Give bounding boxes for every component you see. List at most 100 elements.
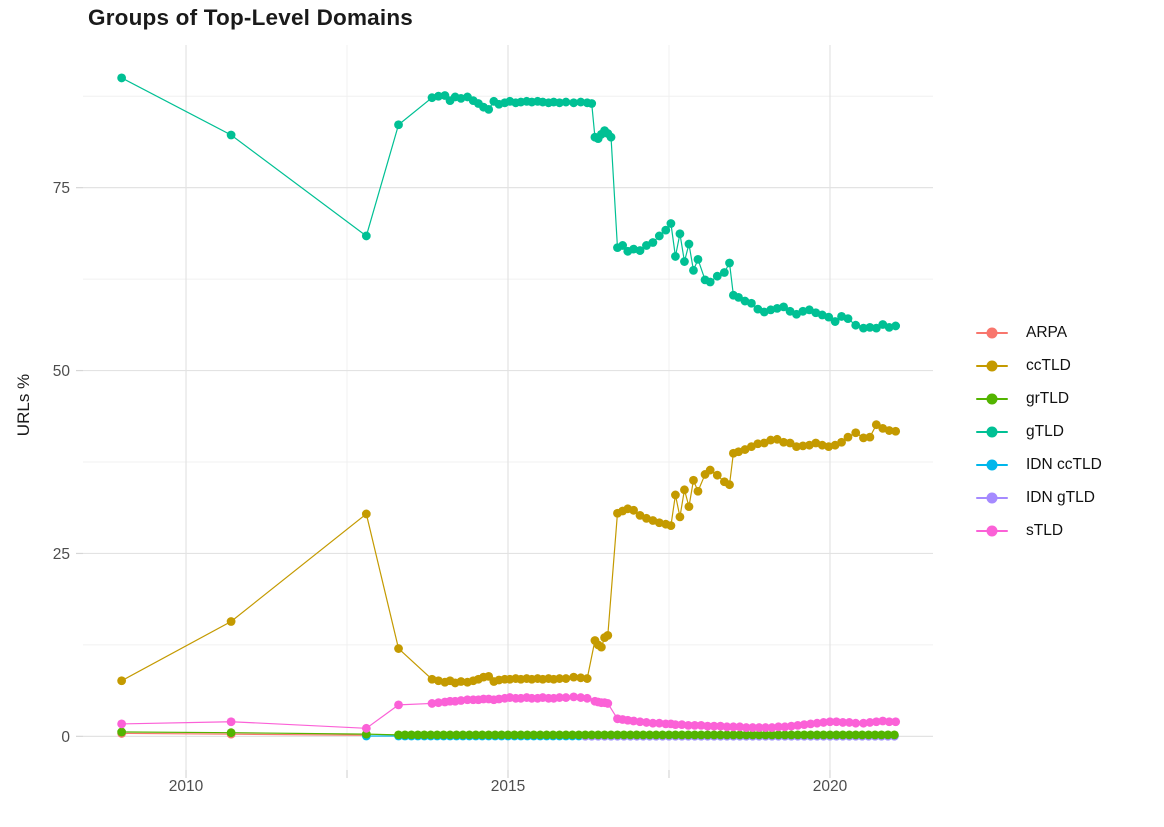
series-point-stld [603,699,613,708]
legend-key-dot [986,393,998,404]
legend-key-dot [986,360,998,371]
legend-label: ccTLD [1026,356,1071,374]
series-point-grtld [587,730,597,740]
series-point-stld [812,718,822,728]
series-point-grtld [645,730,655,740]
series-point-stld [832,717,841,727]
series-point-stld [117,719,127,729]
series-point-stld [844,718,854,727]
series-point-grtld [638,730,648,740]
series-point-cctld [394,644,403,653]
series-point-cctld [753,439,763,449]
series-point-stld [683,720,693,730]
series-point-grtld [741,730,751,740]
series-point-cctld [792,442,801,452]
legend-item-arpa: ARPA [974,316,1102,349]
series-point-stld [780,722,790,732]
series-point-stld [427,699,437,708]
series-point-grtld [690,730,700,740]
series-point-stld [677,720,687,730]
series-point-cctld [675,512,685,522]
legend-key-dot [986,426,998,437]
series-point-stld [793,720,803,730]
series-point-grtld [683,730,693,740]
series-point-grtld [400,730,410,740]
series-point-cctld [680,485,689,495]
series-point-cctld [603,630,613,640]
series-point-cctld [629,505,638,515]
series-point-gtld [734,292,743,302]
series-point-grtld [761,730,770,740]
series-point-grtld [793,730,803,740]
series-point-grtld [567,730,577,740]
series-point-grtld [613,730,622,740]
series-point-grtld [542,730,552,740]
series-point-stld [696,720,706,730]
legend-item-stld: sTLD [974,514,1102,547]
series-point-grtld [870,730,880,740]
series-point-stld [819,718,828,727]
series-point-cctld [798,441,808,451]
series-point-grtld [497,730,506,740]
series-point-grtld [394,730,403,740]
legend-key-icon [974,491,1010,505]
series-point-stld [728,722,738,732]
series-point-stld [878,716,888,726]
series-point-stld [434,698,443,708]
series-point-grtld [561,730,571,740]
series-point-gtld [606,132,616,142]
series-point-stld [456,696,466,705]
series-point-grtld [806,730,816,740]
series-point-grtld [696,730,706,740]
series-point-grtld [774,730,783,740]
series-point-stld [703,721,713,731]
legend-key-dot [986,459,998,470]
series-point-gtld [561,97,571,107]
series-point-cctld [843,432,853,442]
series-point-grtld [407,730,416,740]
series-point-grtld [522,730,532,740]
series-point-gtld [361,231,371,241]
series-point-gtld [635,246,645,255]
series-point-gtld [779,302,789,312]
legend-item-cctld: ccTLD [974,349,1102,382]
series-point-cctld [884,426,894,435]
series-point-cctld [837,437,846,447]
series-point-gtld [684,239,694,249]
series-point-gtld [671,252,680,261]
series-point-gtld [434,91,443,101]
series-point-grtld [735,730,745,740]
y-tick-label: 50 [53,363,71,380]
series-point-grtld [812,730,822,740]
series-point-grtld [484,730,494,740]
series-point-grtld [510,730,519,740]
series-point-stld [767,723,777,732]
series-point-grtld [780,730,790,740]
series-point-cctld [865,432,875,442]
series-point-cctld [689,475,698,485]
series-point-grtld [754,730,764,740]
series-point-grtld [529,730,539,740]
series-point-grtld [555,730,564,740]
series-point-cctld [555,674,564,683]
series-point-grtld [625,730,635,740]
series-point-gtld [705,277,715,287]
legend-item-gtld: gTLD [974,415,1102,448]
series-point-grtld [838,730,848,740]
series-point-stld [709,721,719,731]
series-point-gtld [843,314,853,324]
series-point-cctld [226,617,236,626]
series-point-grtld [786,730,796,740]
series-point-grtld [580,730,590,740]
series-point-gtld [661,225,671,235]
series-point-stld [648,718,658,728]
series-point-grtld [651,730,661,740]
series-point-grtld [535,730,545,740]
series-point-stld [716,721,725,731]
series-point-grtld [548,730,558,740]
series-point-gtld [859,323,868,333]
series-point-stld [838,718,848,727]
series-point-gtld [712,271,722,281]
legend-key-icon [974,458,1010,472]
series-point-stld [761,723,770,732]
